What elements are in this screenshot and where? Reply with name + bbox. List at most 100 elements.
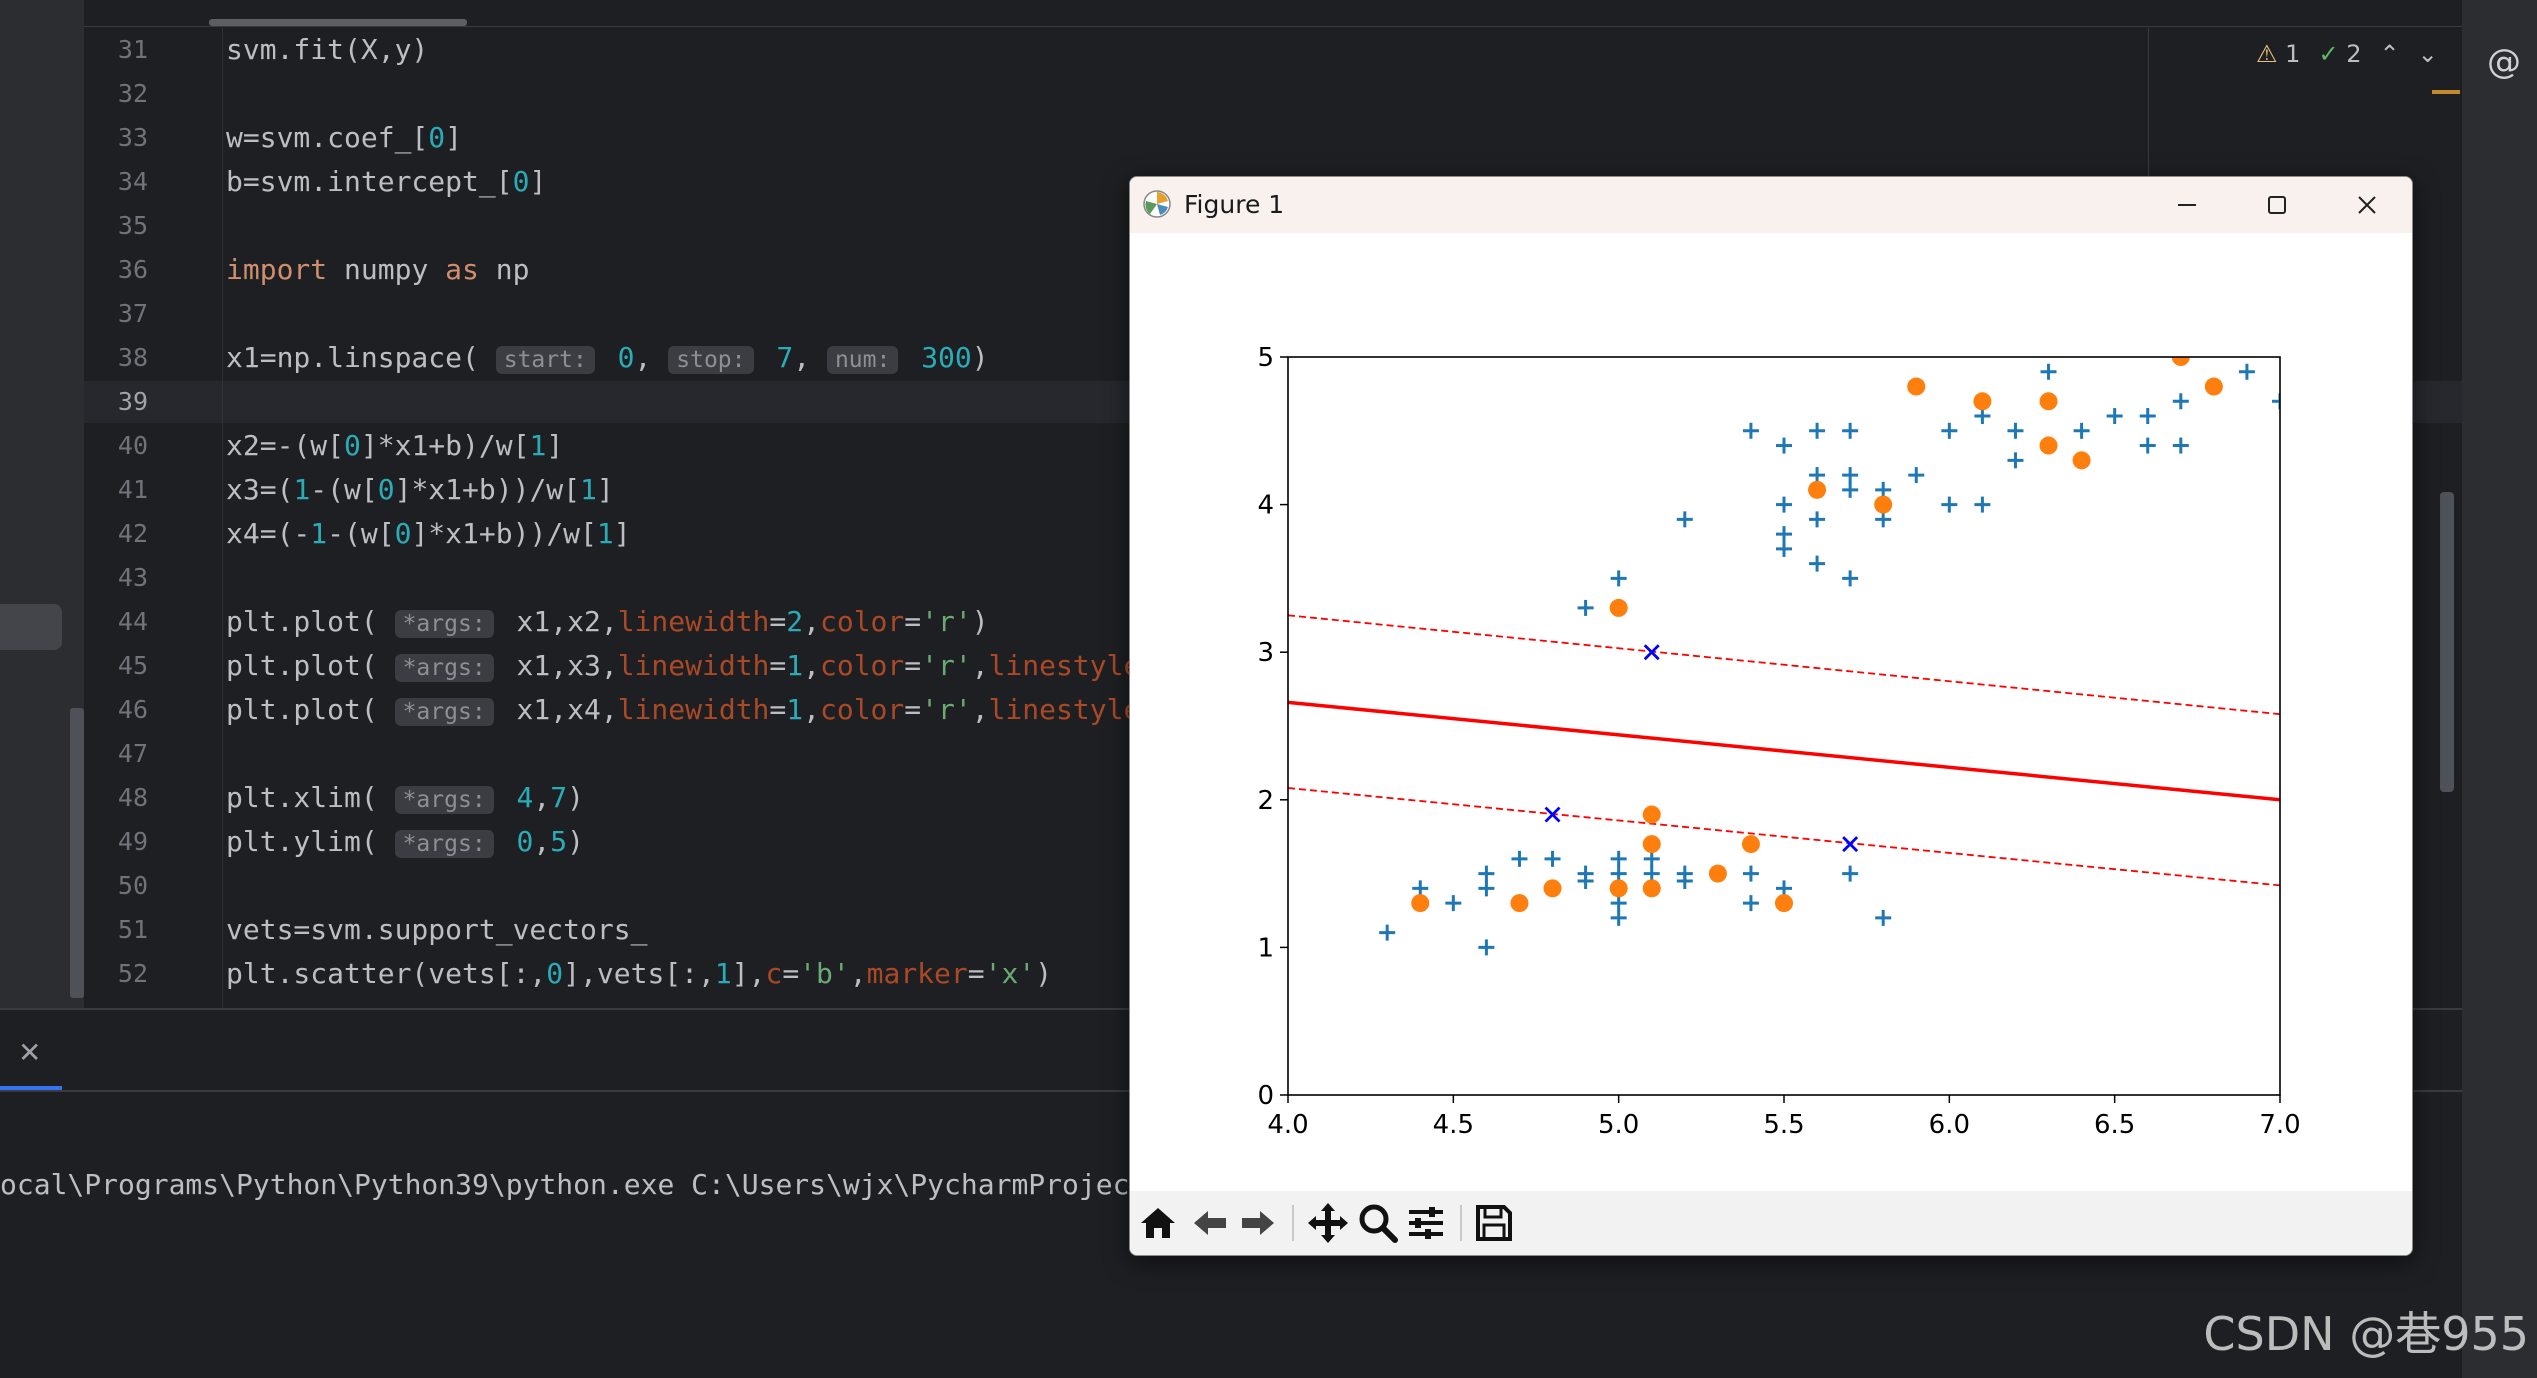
plus-point	[2272, 393, 2280, 410]
code-line[interactable]: x4=(-1-(w[0]*x1+b))/w[1]	[226, 517, 631, 550]
left-scrollbar[interactable]	[70, 708, 84, 998]
code-line[interactable]: svm.fit(X,y)	[226, 33, 429, 66]
plus-point	[1875, 511, 1892, 528]
minimize-icon[interactable]	[2142, 177, 2232, 233]
code-line[interactable]: x1=np.linspace( start: 0, stop: 7, num: …	[226, 341, 989, 374]
plus-point	[2238, 363, 2255, 380]
plus-point	[1776, 437, 1792, 454]
code-line[interactable]: plt.scatter(vets[:,0],vets[:,1],c='b',ma…	[226, 957, 1053, 990]
x-tick-label: 4.5	[1433, 1110, 1474, 1140]
plus-point	[1809, 467, 1826, 484]
editor-tab-bar	[84, 0, 2462, 27]
inspection-marker	[2432, 90, 2460, 94]
plus-point	[1676, 511, 1693, 528]
close-icon[interactable]	[2322, 177, 2412, 233]
code-line[interactable]: import numpy as np	[226, 253, 530, 286]
y-tick-label: 4	[1257, 491, 1274, 521]
maximize-icon[interactable]	[2232, 177, 2322, 233]
line-number: 48	[117, 783, 148, 812]
line-number: 31	[117, 35, 148, 64]
line-number: 47	[117, 739, 148, 768]
plus-point	[1412, 880, 1429, 897]
plus-point	[1809, 555, 1826, 572]
plus-point	[1676, 865, 1693, 882]
ok-count: 2	[2346, 40, 2362, 68]
line-number: 50	[117, 871, 148, 900]
plus-point	[2106, 408, 2123, 425]
plus-point	[1577, 872, 1594, 889]
x-stroke	[1544, 806, 1561, 823]
y-tick-label: 5	[1257, 343, 1274, 373]
configure-subplots-icon[interactable]	[1402, 1199, 1450, 1247]
code-line[interactable]: plt.plot( *args: x1,x2,linewidth=2,color…	[226, 605, 989, 638]
code-line[interactable]: plt.xlim( *args: 4,7)	[226, 781, 584, 814]
margin-line	[1288, 614, 2280, 716]
line-number: 41	[117, 475, 148, 504]
editor-scrollbar[interactable]	[2440, 492, 2454, 792]
circle-point	[1775, 894, 1793, 913]
zoom-icon[interactable]	[1354, 1199, 1402, 1247]
y-tick-label: 3	[1257, 638, 1274, 668]
project-tool-button[interactable]	[0, 604, 62, 650]
code-line[interactable]: plt.plot( *args: x1,x4,linewidth=1,color…	[226, 693, 1225, 726]
line-number: 36	[117, 255, 148, 284]
home-icon[interactable]	[1134, 1199, 1182, 1247]
warning-icon: ⚠	[2256, 40, 2278, 68]
line-number: 45	[117, 651, 148, 680]
code-line[interactable]: x3=(1-(w[0]*x1+b))/w[1]	[226, 473, 614, 506]
close-icon[interactable]: ✕	[18, 1036, 42, 1069]
margin-line	[1288, 787, 2280, 887]
code-line[interactable]: plt.ylim( *args: 0,5)	[226, 825, 584, 858]
code-line[interactable]: plt.plot( *args: x1,x3,linewidth=1,color…	[226, 649, 1225, 682]
line-number: 42	[117, 519, 148, 548]
plus-point	[1610, 909, 1627, 926]
watermark: CSDN @巷955	[2203, 1307, 2529, 1361]
code-line[interactable]: b=svm.intercept_[0]	[226, 165, 547, 198]
console-output-line: ocal\Programs\Python\Python39\python.exe…	[0, 1168, 1130, 1201]
forward-arrow-icon[interactable]	[1234, 1199, 1282, 1247]
circle-point	[2204, 377, 2223, 396]
save-icon[interactable]	[1470, 1199, 1518, 1247]
plus-point	[1941, 422, 1958, 439]
x-stroke	[1842, 836, 1859, 853]
chevron-up-icon[interactable]: ⌃	[2379, 40, 2400, 68]
back-arrow-icon[interactable]	[1186, 1199, 1234, 1247]
circle-point	[1708, 864, 1727, 883]
figure-window[interactable]: Figure 1 4.0 4.5 5.0 5.5 6.0 6.5 7.0 0 1 2 3 4 5	[1129, 176, 2413, 1256]
plus-point	[2007, 452, 2024, 469]
chevron-down-icon[interactable]: ⌄	[2417, 40, 2438, 68]
circle-point	[1973, 392, 1992, 411]
warning-count: 1	[2285, 40, 2301, 68]
plus-point	[2007, 422, 2024, 439]
inspections-widget[interactable]: ⚠ 1 ✓ 2 ⌃ ⌄	[2256, 34, 2438, 74]
plus-point	[1974, 408, 1991, 425]
plus-point	[1742, 895, 1759, 912]
support-vector-point	[1643, 644, 1660, 661]
circle-point	[1543, 879, 1562, 898]
circle-point	[1808, 480, 1827, 499]
line-number: 52	[117, 959, 148, 988]
support-vector-point	[1544, 806, 1561, 823]
active-tab-indicator[interactable]	[209, 19, 467, 26]
code-line[interactable]: w=svm.coef_[0]	[226, 121, 463, 154]
plus-point	[2172, 437, 2189, 454]
ai-assistant-icon[interactable]: @	[2487, 42, 2521, 82]
support-vector-point	[1842, 836, 1859, 853]
code-line[interactable]: vets=svm.support_vectors_	[226, 913, 648, 946]
plus-point	[1544, 850, 1561, 867]
code-line[interactable]: x2=-(w[0]*x1+b)/w[1]	[226, 429, 564, 462]
plus-point	[1842, 422, 1859, 439]
circle-point	[1609, 598, 1628, 617]
line-number: 40	[117, 431, 148, 460]
figure-titlebar[interactable]: Figure 1	[1130, 177, 2412, 233]
x-tick-label: 4.0	[1267, 1110, 1308, 1140]
pan-icon[interactable]	[1304, 1199, 1352, 1247]
figure-canvas[interactable]: 4.0 4.5 5.0 5.5 6.0 6.5 7.0 0 1 2 3 4 5	[1130, 233, 2412, 1191]
line-number: 49	[117, 827, 148, 856]
plus-point	[1974, 496, 1991, 513]
plus-point	[1478, 865, 1495, 882]
plus-point	[1610, 850, 1627, 867]
matplotlib-icon	[1143, 190, 1171, 218]
axes-frame	[1287, 356, 2281, 1096]
plus-point	[1776, 540, 1792, 557]
